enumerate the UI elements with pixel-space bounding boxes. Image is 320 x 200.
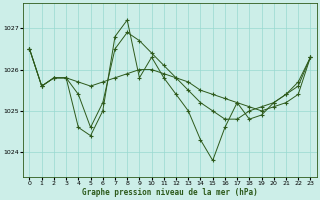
- X-axis label: Graphe pression niveau de la mer (hPa): Graphe pression niveau de la mer (hPa): [82, 188, 258, 197]
